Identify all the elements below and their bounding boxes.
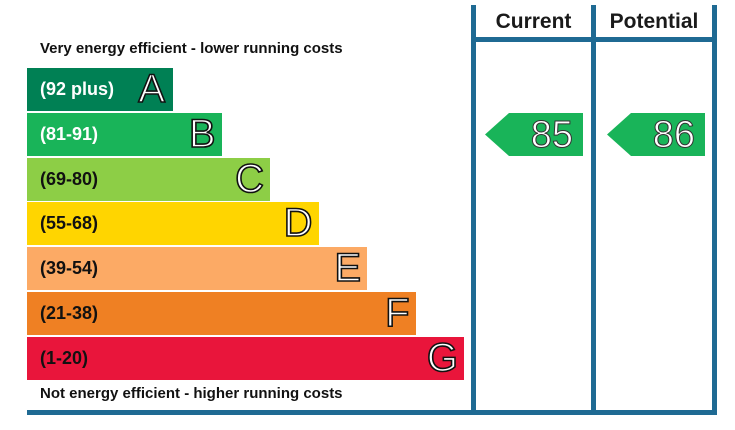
- band-b: (81-91) B: [27, 111, 222, 157]
- chart-bottom-rule: [27, 410, 717, 415]
- current-column-title: Current: [495, 10, 572, 33]
- current-column-right-rule: [591, 5, 596, 414]
- potential-rating-value: 86: [652, 113, 695, 156]
- band-f-range: (21-38): [40, 303, 99, 323]
- header-bottom-rule: [471, 37, 717, 42]
- band-e-letter: E: [334, 245, 362, 291]
- band-a: (92 plus) A: [27, 66, 173, 112]
- band-f: (21-38) F: [27, 290, 416, 336]
- band-b-range: (81-91): [40, 123, 99, 144]
- band-c-letter: C: [234, 156, 264, 202]
- band-e: (39-54) E: [27, 245, 367, 291]
- band-g-range: (1-20): [40, 347, 89, 368]
- band-g-letter: G: [426, 335, 459, 381]
- band-c-range: (69-80): [40, 168, 99, 189]
- band-d-range: (55-68): [40, 213, 99, 234]
- band-c: (69-80) C: [27, 156, 270, 202]
- current-rating-arrow: 85: [485, 112, 583, 156]
- bottom-caption: Not energy efficient - higher running co…: [40, 385, 343, 402]
- potential-rating-arrow: 86: [607, 112, 705, 156]
- current-rating-value: 85: [530, 113, 573, 156]
- band-d: (55-68) D: [27, 201, 319, 247]
- band-g: (1-20) G: [27, 335, 464, 381]
- potential-column-right-rule: [712, 5, 717, 414]
- band-a-letter: A: [138, 66, 166, 112]
- band-a-range: (92 plus): [40, 79, 115, 99]
- band-b-letter: B: [188, 111, 216, 157]
- band-d-letter: D: [283, 201, 313, 247]
- potential-arrow-shape: [607, 112, 705, 156]
- current-column-left-rule: [471, 5, 476, 414]
- top-caption: Very energy efficient - lower running co…: [40, 40, 343, 57]
- band-f-letter: F: [384, 290, 410, 336]
- current-arrow-shape: [485, 112, 583, 156]
- potential-column-title: Potential: [609, 10, 699, 33]
- band-e-range: (39-54): [40, 258, 99, 279]
